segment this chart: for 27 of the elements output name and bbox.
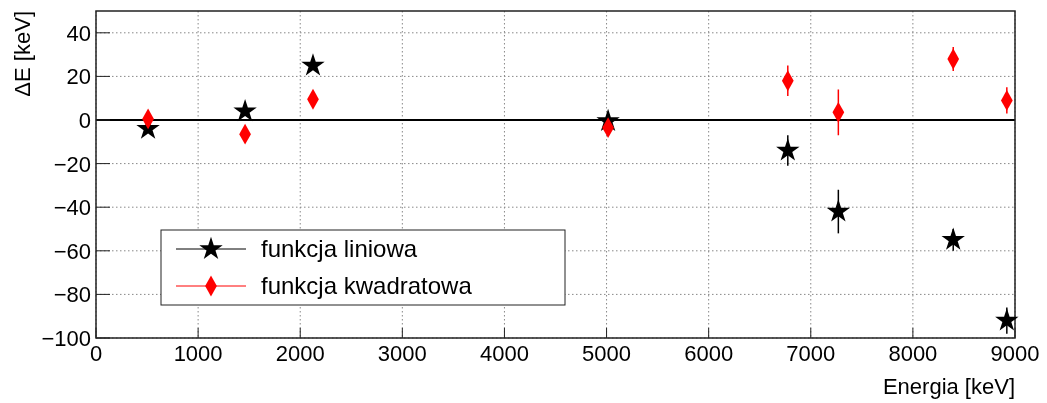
x-tick-label: 9000 <box>990 341 1040 366</box>
x-tick-label: 8000 <box>888 341 938 366</box>
y-tick-label: −60 <box>53 238 91 264</box>
x-tick-label: 4000 <box>479 341 529 366</box>
legend-label: funkcja liniowa <box>261 235 418 262</box>
point <box>995 308 1019 331</box>
y-tick-label: −100 <box>41 326 91 351</box>
x-tick-label: 5000 <box>582 341 632 366</box>
point <box>826 199 851 222</box>
x-tick-label: 2000 <box>275 341 325 366</box>
y-tick-label: 20 <box>66 64 91 90</box>
x-tick-label: 1000 <box>173 341 223 366</box>
y-tick-label: 40 <box>66 20 91 46</box>
y-axis-title: ΔE [keV] <box>10 11 35 97</box>
x-axis-title: Energia [keV] <box>882 374 1015 399</box>
point <box>776 138 800 161</box>
point <box>301 53 325 76</box>
y-tick-label: −20 <box>53 151 91 177</box>
point <box>233 98 257 122</box>
legend-label: funkcja kwadratowa <box>261 272 473 299</box>
x-tick-label: 6000 <box>684 341 734 366</box>
x-tick-label: 7000 <box>786 341 836 366</box>
y-tick-label: −40 <box>53 195 91 221</box>
y-tick-label: −80 <box>53 282 91 308</box>
point <box>941 227 965 250</box>
x-tick-label: 3000 <box>377 341 427 366</box>
y-tick-label: 0 <box>78 108 91 133</box>
